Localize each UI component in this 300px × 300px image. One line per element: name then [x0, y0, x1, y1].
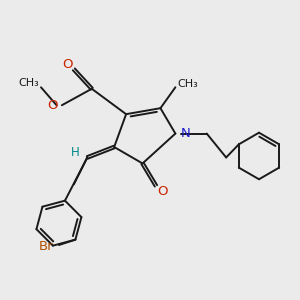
- Text: N: N: [181, 127, 190, 140]
- Text: CH₃: CH₃: [177, 79, 198, 89]
- Text: O: O: [47, 99, 57, 112]
- Text: O: O: [62, 58, 72, 71]
- Text: O: O: [158, 185, 168, 198]
- Text: H: H: [71, 146, 80, 159]
- Text: Br: Br: [39, 240, 54, 253]
- Text: CH₃: CH₃: [19, 78, 40, 88]
